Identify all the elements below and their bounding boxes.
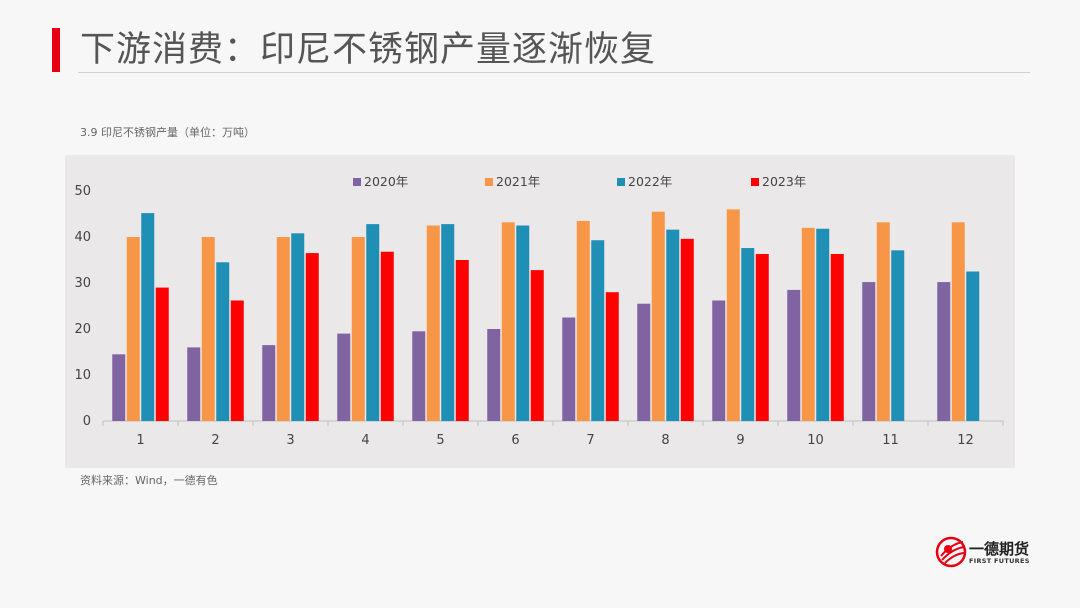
bar-2020年-4 xyxy=(337,333,351,421)
x-tick-label: 10 xyxy=(807,433,824,448)
bar-2021年-7 xyxy=(576,220,590,421)
bar-2020年-5 xyxy=(412,331,426,421)
source-note: 资料来源：Wind，一德有色 xyxy=(80,474,218,487)
bar-2022年-10 xyxy=(816,228,830,421)
logo-name-cn: 一德期货 xyxy=(969,540,1030,558)
x-tick-label: 9 xyxy=(736,433,744,448)
bar-2020年-12 xyxy=(937,282,951,421)
bar-2021年-12 xyxy=(951,222,965,421)
bar-2020年-6 xyxy=(487,329,501,421)
bar-2020年-7 xyxy=(562,317,576,421)
y-tick-label: 30 xyxy=(74,276,91,291)
bar-2020年-9 xyxy=(712,300,726,421)
title-accent-bar xyxy=(52,28,60,72)
x-tick-label: 12 xyxy=(957,433,974,448)
bar-2022年-1 xyxy=(141,213,155,421)
bar-2021年-4 xyxy=(351,237,365,421)
bar-2023年-3 xyxy=(305,253,319,421)
legend-swatch-2023年 xyxy=(751,178,759,186)
bar-2023年-4 xyxy=(380,251,394,421)
bar-2023年-9 xyxy=(755,254,769,421)
bar-2022年-6 xyxy=(516,225,530,421)
bar-2020年-2 xyxy=(187,347,201,421)
bar-2023年-10 xyxy=(830,254,844,421)
page-title: 下游消费：印尼不锈钢产量逐渐恢复 xyxy=(80,30,657,70)
x-tick-label: 7 xyxy=(586,433,594,448)
bar-2021年-2 xyxy=(201,237,215,421)
bar-2021年-5 xyxy=(426,225,440,421)
bar-2021年-3 xyxy=(276,237,290,421)
y-tick-label: 10 xyxy=(74,368,91,383)
bar-2020年-1 xyxy=(112,354,126,421)
bar-2023年-6 xyxy=(530,270,544,421)
bar-2023年-8 xyxy=(680,238,694,421)
y-tick-label: 50 xyxy=(74,184,91,199)
bar-2021年-11 xyxy=(876,222,890,421)
x-tick-label: 3 xyxy=(286,433,294,448)
bar-2023年-1 xyxy=(155,287,169,421)
bar-2021年-8 xyxy=(651,211,665,421)
y-tick-label: 0 xyxy=(83,414,91,429)
title-divider xyxy=(78,72,1030,73)
bar-2021年-6 xyxy=(501,222,515,421)
logo-name-en: FIRST FUTURES xyxy=(969,557,1030,565)
bar-2023年-7 xyxy=(605,292,619,421)
bar-2022年-12 xyxy=(966,271,980,421)
bar-2020年-3 xyxy=(262,345,276,421)
x-tick-label: 11 xyxy=(882,433,899,448)
bar-2022年-11 xyxy=(891,250,905,421)
x-tick-label: 1 xyxy=(136,433,144,448)
bar-2022年-7 xyxy=(591,240,605,421)
bar-2023年-5 xyxy=(455,260,469,421)
legend-label: 2022年 xyxy=(628,174,672,189)
bar-2023年-2 xyxy=(230,300,244,421)
bar-2021年-9 xyxy=(726,209,740,421)
chart-caption: 3.9 印尼不锈钢产量（单位：万吨） xyxy=(80,126,255,139)
bar-2020年-11 xyxy=(862,282,876,421)
x-tick-label: 6 xyxy=(511,433,519,448)
legend-swatch-2022年 xyxy=(617,178,625,186)
bar-2022年-2 xyxy=(216,262,230,421)
legend-swatch-2020年 xyxy=(353,178,361,186)
bar-2022年-4 xyxy=(366,224,380,421)
y-tick-label: 20 xyxy=(74,322,91,337)
y-tick-label: 40 xyxy=(74,230,91,245)
x-tick-label: 5 xyxy=(436,433,444,448)
bar-2022年-5 xyxy=(441,224,455,421)
bar-2022年-8 xyxy=(666,229,680,421)
first-futures-logo-icon xyxy=(935,536,967,568)
bar-2022年-9 xyxy=(741,248,755,421)
legend-label: 2020年 xyxy=(364,174,408,189)
legend-swatch-2021年 xyxy=(485,178,493,186)
x-tick-label: 4 xyxy=(361,433,369,448)
bar-2021年-1 xyxy=(126,237,140,421)
legend-label: 2023年 xyxy=(762,174,806,189)
legend-label: 2021年 xyxy=(496,174,540,189)
company-logo: 一德期货 FIRST FUTURES xyxy=(935,536,1035,570)
x-tick-label: 8 xyxy=(661,433,669,448)
bar-2020年-8 xyxy=(637,303,651,421)
bar-2022年-3 xyxy=(291,233,305,421)
x-tick-label: 2 xyxy=(211,433,219,448)
bar-2021年-10 xyxy=(801,227,815,421)
bar-2020年-10 xyxy=(787,289,801,421)
